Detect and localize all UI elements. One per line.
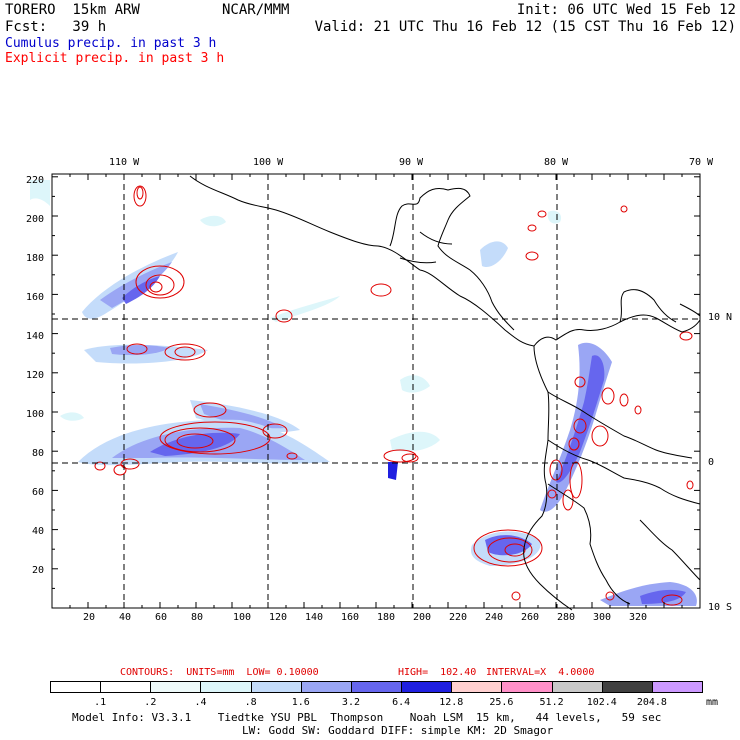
x-tick-240: 240 xyxy=(485,612,504,623)
y-tick-120: 120 xyxy=(25,370,44,381)
right-label-10s: 10 S xyxy=(708,602,733,613)
top-label-80w: 80 W xyxy=(544,157,569,168)
top-label-100w: 100 W xyxy=(253,157,284,168)
color-bar-value: .4 xyxy=(194,697,207,708)
x-tick-80: 80 xyxy=(191,612,204,623)
init-time: Init: 06 UTC Wed 15 Feb 12 xyxy=(516,2,736,18)
x-tick-20: 20 xyxy=(83,612,96,623)
model-title: TORERO 15km ARW xyxy=(5,2,140,18)
x-tick-100: 100 xyxy=(233,612,252,623)
y-tick-60: 60 xyxy=(31,487,44,498)
color-bar-bin xyxy=(150,681,202,693)
center-name: NCAR/MMM xyxy=(222,2,290,18)
color-bar-bin xyxy=(451,681,503,693)
color-bar-bin xyxy=(551,681,603,693)
color-bar-bin xyxy=(50,681,102,693)
contours-label: CONTOURS: UNITS=mm LOW= 0.10000 xyxy=(120,667,319,678)
color-bar-bin xyxy=(250,681,302,693)
cumulus-precip-shading xyxy=(30,180,697,606)
color-bar-value: 12.8 xyxy=(439,697,464,708)
x-tick-300: 300 xyxy=(593,612,612,623)
color-bar-value: 25.6 xyxy=(489,697,514,708)
right-label-10n: 10 N xyxy=(708,312,733,323)
color-bar-value: 102.4 xyxy=(586,697,617,708)
physics-info: LW: Godd SW: Goddard DIFF: simple KM: 2D… xyxy=(242,724,554,737)
cumulus-title: Cumulus precip. in past 3 h xyxy=(5,36,217,51)
top-label-110w: 110 W xyxy=(109,157,140,168)
coastlines xyxy=(189,175,701,611)
color-bar-unit: mm xyxy=(706,697,719,708)
x-tick-280: 280 xyxy=(557,612,576,623)
y-tick-80: 80 xyxy=(31,448,44,459)
x-tick-320: 320 xyxy=(629,612,648,623)
valid-time: Valid: 21 UTC Thu 16 Feb 12 (15 CST Thu … xyxy=(314,19,736,35)
color-bar-value: .1 xyxy=(94,697,107,708)
color-bar-value: 6.4 xyxy=(392,697,411,708)
y-tick-100: 100 xyxy=(25,409,44,420)
y-tick-40: 40 xyxy=(31,526,44,537)
color-bar-bin xyxy=(300,681,352,693)
contours-high: HIGH= 102.40 xyxy=(398,667,477,678)
color-bar-bin xyxy=(200,681,252,693)
x-tick-120: 120 xyxy=(269,612,288,623)
x-tick-220: 220 xyxy=(449,612,468,623)
x-tick-60: 60 xyxy=(155,612,168,623)
x-tick-200: 200 xyxy=(413,612,432,623)
x-tick-160: 160 xyxy=(341,612,360,623)
x-tick-40: 40 xyxy=(119,612,132,623)
color-bar-bin xyxy=(651,681,703,693)
y-tick-140: 140 xyxy=(25,331,44,342)
lat-lon-grid xyxy=(52,174,700,608)
color-bar-value: .8 xyxy=(244,697,257,708)
right-label-0: 0 xyxy=(708,457,715,468)
axis-ticks xyxy=(52,174,700,608)
y-tick-180: 180 xyxy=(25,253,44,264)
x-tick-260: 260 xyxy=(521,612,540,623)
x-tick-140: 140 xyxy=(305,612,324,623)
color-bar-bin xyxy=(501,681,553,693)
color-bar-value: 51.2 xyxy=(539,697,564,708)
color-bar-bin xyxy=(601,681,653,693)
model-info: Model Info: V3.3.1 Tiedtke YSU PBL Thomp… xyxy=(72,711,662,724)
forecast-hour: Fcst: 39 h xyxy=(5,19,107,35)
color-bar-value: 1.6 xyxy=(291,697,310,708)
color-bar-value: 3.2 xyxy=(341,697,360,708)
y-tick-200: 200 xyxy=(25,214,44,225)
y-tick-20: 20 xyxy=(31,565,44,576)
color-bar-bin xyxy=(401,681,453,693)
color-bar-bin xyxy=(350,681,403,693)
color-bar-value: 204.8 xyxy=(636,697,667,708)
contours-interval: INTERVAL=X 4.0000 xyxy=(486,667,595,678)
y-tick-160: 160 xyxy=(25,292,44,303)
color-bar-value: .2 xyxy=(144,697,157,708)
top-label-90w: 90 W xyxy=(399,157,424,168)
x-tick-180: 180 xyxy=(377,612,396,623)
explicit-title: Explicit precip. in past 3 h xyxy=(5,51,225,66)
color-bar-bin xyxy=(100,681,152,693)
top-label-70w: 70 W xyxy=(689,157,714,168)
explicit-precip-contours xyxy=(94,185,694,606)
y-tick-220: 220 xyxy=(25,175,44,186)
